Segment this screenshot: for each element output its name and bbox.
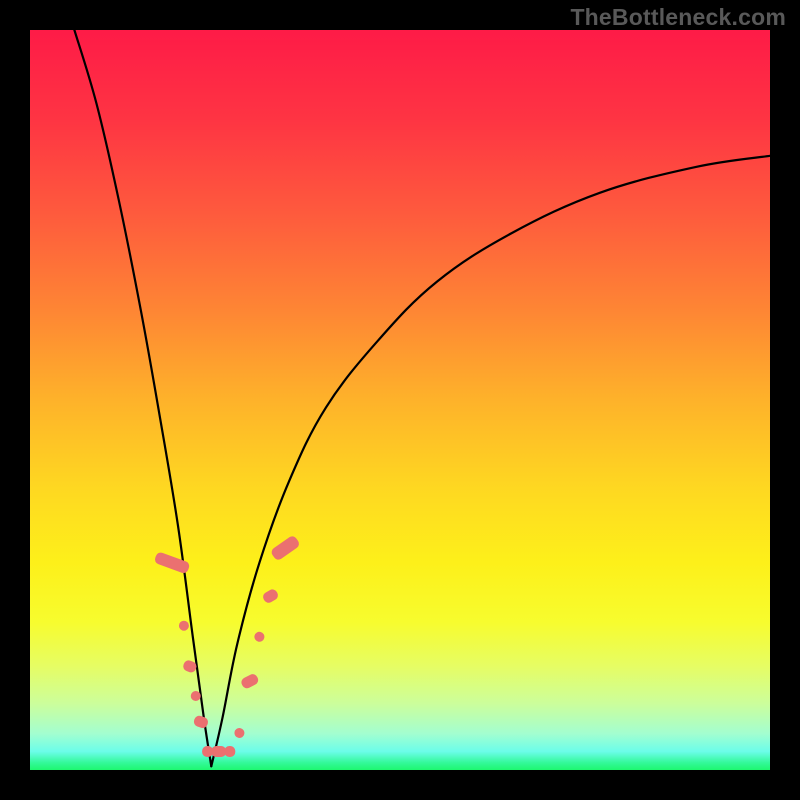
- data-marker: [270, 535, 300, 561]
- data-marker: [203, 747, 213, 757]
- data-marker: [240, 673, 259, 689]
- data-marker: [154, 552, 190, 574]
- chart-svg: [30, 30, 770, 770]
- curve-right: [211, 156, 770, 767]
- data-marker: [191, 692, 200, 701]
- data-marker: [182, 660, 197, 674]
- plot-area: [30, 30, 770, 770]
- data-marker: [253, 631, 265, 643]
- data-marker: [212, 747, 226, 757]
- data-marker: [233, 727, 246, 740]
- data-marker: [179, 621, 188, 630]
- data-marker: [193, 715, 208, 729]
- watermark-text: TheBottleneck.com: [570, 4, 786, 31]
- curve-left: [74, 30, 211, 766]
- data-marker: [225, 747, 235, 757]
- data-marker: [262, 588, 279, 604]
